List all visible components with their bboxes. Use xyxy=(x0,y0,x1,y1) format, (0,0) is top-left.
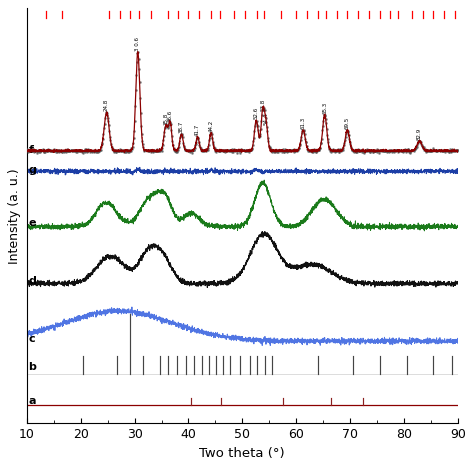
Text: a: a xyxy=(28,396,36,406)
Text: 3 0.6: 3 0.6 xyxy=(136,37,140,51)
Text: 36.6: 36.6 xyxy=(168,110,173,122)
Text: 24.8: 24.8 xyxy=(104,99,109,111)
Text: c: c xyxy=(28,335,35,344)
Text: 53.8: 53.8 xyxy=(260,99,265,111)
Text: 38.7: 38.7 xyxy=(179,121,184,133)
Text: 65.3: 65.3 xyxy=(322,102,327,114)
Text: 82.9: 82.9 xyxy=(417,128,422,140)
Text: 44.2: 44.2 xyxy=(209,119,214,132)
Text: 54.4: 54.4 xyxy=(264,112,268,125)
Text: d: d xyxy=(28,276,36,285)
Text: 61.3: 61.3 xyxy=(301,117,306,129)
Text: b: b xyxy=(28,362,36,372)
Y-axis label: Intensity (a. u.): Intensity (a. u.) xyxy=(9,168,21,263)
Text: 41.7: 41.7 xyxy=(195,124,200,136)
Text: 69.5: 69.5 xyxy=(345,117,350,129)
Text: e: e xyxy=(28,218,36,228)
Text: 35.8: 35.8 xyxy=(164,112,168,125)
Text: f: f xyxy=(28,146,34,155)
X-axis label: Two theta (°): Two theta (°) xyxy=(200,446,285,460)
Text: 52.6: 52.6 xyxy=(254,107,259,119)
Text: g: g xyxy=(28,165,36,175)
